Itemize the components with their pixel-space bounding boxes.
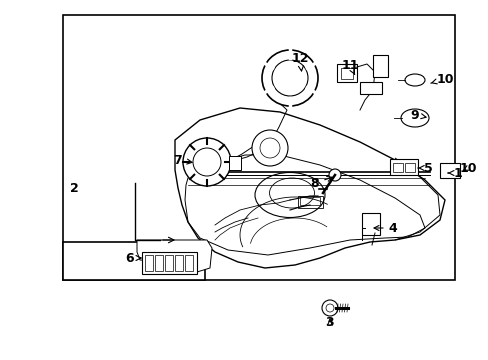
- Bar: [439, 163, 459, 178]
- Bar: [299, 197, 319, 205]
- Text: 2: 2: [69, 181, 78, 194]
- Bar: [336, 64, 356, 82]
- Bar: [145, 255, 153, 271]
- Ellipse shape: [400, 109, 428, 127]
- Bar: [392, 163, 402, 172]
- Bar: [164, 255, 173, 271]
- Bar: [297, 196, 323, 208]
- Bar: [175, 255, 183, 271]
- Text: 7: 7: [172, 153, 192, 166]
- Circle shape: [262, 50, 317, 106]
- Bar: [63, 242, 204, 280]
- Bar: [142, 252, 197, 274]
- Bar: [359, 82, 381, 94]
- Bar: [340, 68, 352, 79]
- Text: 3: 3: [325, 315, 334, 328]
- Polygon shape: [137, 240, 212, 272]
- Text: 1: 1: [447, 166, 462, 180]
- Circle shape: [328, 169, 340, 181]
- Ellipse shape: [404, 74, 424, 86]
- Text: 9: 9: [410, 108, 425, 122]
- Bar: [389, 159, 417, 175]
- Bar: [361, 213, 379, 235]
- Bar: [228, 156, 241, 170]
- Bar: [184, 255, 193, 271]
- Bar: [372, 55, 387, 77]
- Bar: [404, 163, 414, 172]
- Circle shape: [183, 138, 230, 186]
- Text: 11: 11: [341, 59, 358, 75]
- Bar: [155, 255, 163, 271]
- Text: 8: 8: [310, 176, 331, 189]
- Text: 10: 10: [458, 162, 476, 175]
- Text: 6: 6: [125, 252, 141, 265]
- Polygon shape: [175, 108, 444, 268]
- Text: 12: 12: [291, 51, 308, 71]
- Text: 5: 5: [417, 162, 431, 175]
- Circle shape: [271, 60, 307, 96]
- Text: 10: 10: [430, 72, 453, 86]
- Circle shape: [321, 300, 337, 316]
- Circle shape: [193, 148, 221, 176]
- Text: 4: 4: [373, 221, 397, 234]
- Circle shape: [251, 130, 287, 166]
- Bar: [63, 15, 454, 280]
